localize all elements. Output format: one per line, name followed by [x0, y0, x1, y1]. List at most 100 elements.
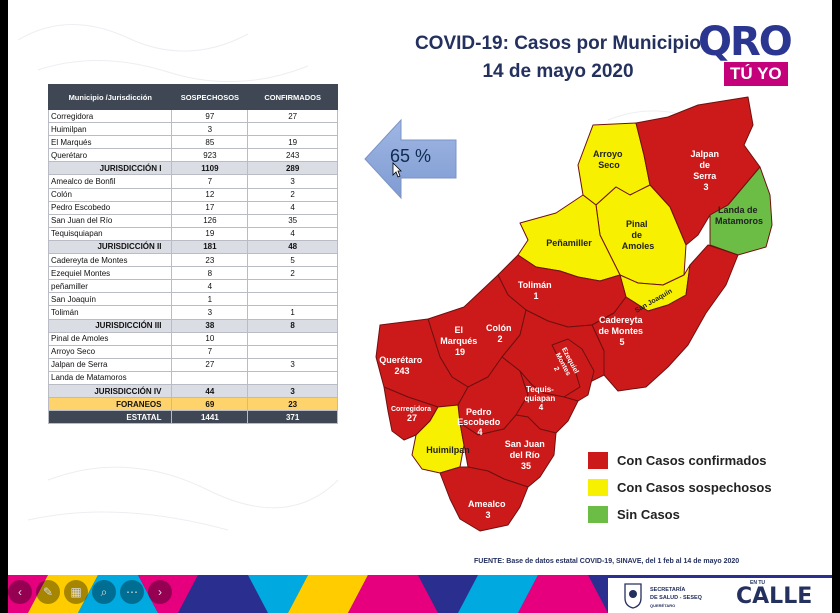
table-row: El Marqués 85 19 — [47, 135, 338, 150]
confirmados-cell — [247, 331, 338, 346]
confirmados-cell: 5 — [247, 253, 338, 268]
legend-item-suspected: Con Casos sospechosos — [588, 477, 788, 504]
qro-logo: QRO TÚ YO — [698, 20, 803, 92]
confirmados-cell: 2 — [247, 266, 338, 281]
municipio-cell: peñamiller — [47, 279, 173, 294]
sospechosos-cell: 23 — [171, 253, 249, 268]
label-corregidora: Corregidora 27 — [391, 406, 433, 423]
label-huimilpan: Huimilpan — [426, 445, 470, 455]
sospechosos-cell: 7 — [171, 174, 249, 189]
table-header: Municipio /Jurisdicción SOSPECHOSOS CONF… — [47, 84, 338, 110]
secretaria-text: SECRETARÍA DE SALUD - SESEQ QUERÉTARO — [650, 586, 725, 610]
sospechosos-cell: 8 — [171, 266, 249, 281]
map-legend: Con Casos confirmados Con Casos sospecho… — [588, 450, 788, 531]
legend-label: Sin Casos — [617, 507, 680, 522]
sospechosos-cell: 12 — [171, 187, 249, 202]
municipio-cell: Pedro Escobedo — [47, 200, 173, 215]
presentation-controls: ‹ ✎ ▦ ⌕ ⋯ › — [8, 580, 172, 606]
table-row: San Joaquín 1 — [47, 292, 338, 307]
sospechosos-cell: 3 — [171, 122, 249, 137]
legend-item-none: Sin Casos — [588, 504, 788, 531]
municipio-cell: San Juan del Río — [47, 213, 173, 228]
jurisdiction-row: JURISDICCIÓN II 181 48 — [47, 239, 338, 255]
legend-swatch — [588, 479, 608, 496]
label-landa: Landa de Matamoros — [715, 205, 763, 226]
table-row: Pedro Escobedo 17 4 — [47, 200, 338, 215]
source-note: FUENTE: Base de datos estatal COVID-19, … — [474, 558, 740, 565]
confirmados-cell: 8 — [247, 318, 338, 333]
confirmados-cell: 3 — [247, 174, 338, 189]
legend-item-confirmed: Con Casos confirmados — [588, 450, 788, 477]
label-pedro: Pedro Escobedo 4 — [457, 407, 503, 437]
label-pinal: Pinal de Amoles — [622, 219, 655, 251]
confirmados-cell: 2 — [247, 187, 338, 202]
confirmados-cell: 4 — [247, 200, 338, 215]
table-row: Amealco de Bonfil 7 3 — [47, 174, 338, 189]
label-sanjuan: San Juan del Río 35 — [505, 439, 548, 471]
left-arrow-icon — [364, 118, 457, 200]
mouse-cursor-icon — [392, 162, 402, 178]
sospechosos-cell: 69 — [171, 397, 249, 412]
sospechosos-cell: 181 — [171, 239, 249, 255]
cases-table: Municipio /Jurisdicción SOSPECHOSOS CONF… — [47, 84, 338, 425]
confirmados-cell: 1 — [247, 305, 338, 320]
table-row: peñamiller 4 — [47, 279, 338, 294]
confirmados-cell: 48 — [247, 239, 338, 255]
slides-overview-button[interactable]: ▦ — [64, 580, 88, 604]
municipio-cell: Tolimán — [47, 305, 173, 320]
confirmados-cell: 4 — [247, 226, 338, 241]
jurisdiction-row: JURISDICCIÓN IV 44 3 — [47, 383, 338, 399]
sospechosos-cell: 1441 — [171, 410, 249, 425]
state-seal-icon — [624, 583, 642, 609]
label-toliman: Tolimán 1 — [518, 280, 554, 301]
sospechosos-cell: 10 — [171, 331, 249, 346]
previous-slide-button[interactable]: ‹ — [8, 580, 32, 604]
label-colon: Colón 2 — [486, 323, 514, 344]
more-options-button[interactable]: ⋯ — [120, 580, 144, 604]
confirmados-cell — [247, 122, 338, 137]
logo-sub: TÚ YO — [724, 62, 788, 86]
pointer-tool-button[interactable]: ✎ — [36, 580, 60, 604]
municipio-cell: JURISDICCIÓN IV — [47, 383, 173, 399]
label-queretaro: Querétaro 243 — [379, 355, 425, 376]
municipio-cell: Cadereyta de Montes — [47, 253, 173, 268]
table-row: Arroyo Seco 7 — [47, 344, 338, 359]
legend-swatch — [588, 506, 608, 523]
label-tequis: Tequis- quiapan 4 — [525, 385, 558, 412]
municipio-cell: Landa de Matamoros — [47, 370, 173, 385]
region-amealco — [439, 466, 529, 532]
sospechosos-cell: 923 — [171, 148, 249, 163]
calle-prefix: EN TU — [750, 580, 765, 586]
label-el-marques: El Marqués 19 — [440, 325, 480, 357]
municipio-cell: Amealco de Bonfil — [47, 174, 173, 189]
region-tequis — [515, 370, 579, 434]
slide: COVID-19: Casos por Municipio 14 de mayo… — [8, 0, 832, 613]
label-arroyo-seco: Arroyo Seco — [593, 149, 625, 170]
slide-title: COVID-19: Casos por Municipio 14 de mayo… — [368, 30, 748, 86]
zoom-button[interactable]: ⌕ — [92, 580, 116, 604]
sospechosos-cell: 7 — [171, 344, 249, 359]
next-slide-button[interactable]: › — [148, 580, 172, 604]
total-row: ESTATAL 1441 371 — [47, 410, 338, 425]
calle-logo: CALLE — [736, 584, 813, 609]
confirmados-cell: 19 — [247, 135, 338, 150]
confirmados-cell — [247, 279, 338, 294]
sospechosos-cell: 1 — [171, 292, 249, 307]
percent-label: 65 % — [390, 146, 432, 166]
header-confirmados: CONFIRMADOS — [247, 84, 338, 110]
table-row: Landa de Matamoros — [47, 370, 338, 385]
confirmados-cell: 35 — [247, 213, 338, 228]
sospechosos-cell: 1109 — [171, 161, 249, 176]
header-municipio: Municipio /Jurisdicción — [47, 84, 173, 110]
sospechosos-cell: 17 — [171, 200, 249, 215]
municipio-cell: JURISDICCIÓN III — [47, 318, 173, 333]
sospechosos-cell: 126 — [171, 213, 249, 228]
legend-label: Con Casos confirmados — [617, 453, 767, 468]
municipio-cell: Corregidora — [47, 108, 173, 124]
sospechosos-cell — [171, 370, 249, 385]
table-row: Jalpan de Serra 27 3 — [47, 357, 338, 372]
label-cadereyta: Cadereyta de Montes 5 — [598, 315, 645, 347]
municipio-cell: Querétaro — [47, 148, 173, 163]
municipio-cell: JURISDICCIÓN II — [47, 239, 173, 255]
municipio-cell: Colón — [47, 187, 173, 202]
